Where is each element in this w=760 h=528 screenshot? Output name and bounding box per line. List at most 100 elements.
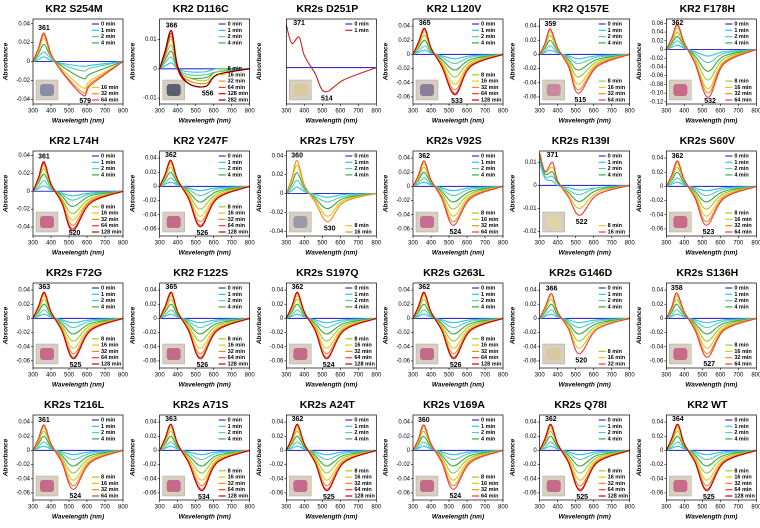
- y-tick-label: -0.04: [143, 476, 157, 482]
- peak-label: 359: [544, 21, 556, 28]
- legend-label: 0 min: [101, 285, 116, 291]
- y-tick-label: 0.02: [398, 434, 410, 440]
- legend-label: 2 min: [481, 298, 496, 304]
- spectrum-line: [666, 23, 757, 99]
- x-tick-label: 800: [625, 241, 636, 247]
- x-tick-label: 500: [64, 109, 75, 115]
- inset-sample: [166, 216, 181, 228]
- y-axis-label: Absorbance: [636, 306, 643, 345]
- legend-label: 1 min: [228, 160, 243, 166]
- x-tick-label: 400: [553, 241, 564, 247]
- trough-label: 527: [703, 361, 715, 368]
- legend-label: 1 min: [101, 424, 116, 430]
- plot-frame: [539, 18, 631, 105]
- legend-label: 16 min: [608, 355, 626, 361]
- x-tick-label: 600: [82, 241, 93, 247]
- y-tick-label: -0.04: [650, 65, 664, 71]
- legend-label: 64 min: [101, 97, 119, 103]
- y-tick-label: 0: [27, 189, 31, 195]
- legend-label: 64 min: [608, 487, 626, 493]
- trough-label: 526: [450, 362, 462, 369]
- legend-label: 32 min: [734, 355, 752, 361]
- x-axis-label: Wavelength (nm): [685, 118, 737, 125]
- y-tick-label: -0.02: [143, 198, 157, 204]
- legend-label: 16 min: [354, 343, 372, 349]
- plot-frame: [539, 414, 631, 501]
- panel-title: KR2s V92S: [426, 135, 481, 147]
- legend-label: 4 min: [608, 304, 623, 310]
- legend-label: 4 min: [354, 304, 369, 310]
- x-tick-label: 400: [426, 241, 437, 247]
- x-tick-label: 500: [571, 109, 582, 115]
- y-tick-label: 0.04: [652, 30, 664, 36]
- x-tick-label: 500: [571, 241, 582, 247]
- y-axis-label: Absorbance: [129, 174, 136, 213]
- plot-frame: [412, 150, 504, 237]
- x-tick-label: 300: [155, 109, 166, 115]
- trough-label: 524: [449, 229, 461, 236]
- plot-frame: [412, 282, 504, 369]
- x-tick-label: 700: [480, 505, 491, 511]
- x-axis-label: Wavelength (nm): [559, 250, 611, 257]
- x-axis-label: Wavelength (nm): [685, 382, 737, 389]
- x-tick-label: 600: [715, 505, 726, 511]
- legend-label: 64 min: [608, 97, 626, 103]
- x-tick-label: 400: [46, 373, 57, 379]
- trough-label: 522: [576, 219, 588, 226]
- y-tick-label: 0: [153, 184, 157, 190]
- y-tick-label: 0: [27, 448, 31, 454]
- legend-label: 0 min: [228, 417, 243, 423]
- panel-title: KR2 Q157E: [552, 3, 609, 15]
- inset-sample: [40, 480, 54, 492]
- y-tick-label: 0.02: [652, 302, 664, 308]
- x-tick-label: 800: [498, 505, 509, 511]
- spectrum-line: [159, 44, 250, 82]
- x-tick-label: 600: [335, 373, 346, 379]
- legend-label: 8 min: [228, 468, 243, 474]
- x-tick-label: 300: [155, 505, 166, 511]
- legend-label: 128 min: [228, 493, 249, 499]
- legend-label: 0 min: [734, 21, 749, 27]
- inset-sample: [40, 348, 54, 360]
- x-tick-label: 300: [535, 109, 546, 115]
- y-tick-label: -0.06: [396, 358, 410, 364]
- x-tick-label: 300: [535, 241, 546, 247]
- legend-label: 16 min: [608, 85, 626, 91]
- peak-label: 358: [671, 285, 683, 292]
- x-tick-label: 600: [335, 109, 346, 115]
- y-tick-label: -0.02: [16, 330, 30, 336]
- inset-sample: [420, 84, 434, 96]
- legend-label: 16 min: [608, 229, 626, 235]
- plot-frame: [32, 18, 124, 105]
- legend-label: 1 min: [608, 160, 623, 166]
- x-tick-label: 700: [353, 109, 364, 115]
- y-tick-label: 0: [27, 59, 31, 65]
- legend-label: 4 min: [354, 436, 369, 442]
- inset-sample: [293, 84, 308, 96]
- y-axis-label: Absorbance: [509, 438, 516, 477]
- inset-sample: [673, 84, 688, 96]
- legend-label: 64 min: [481, 355, 499, 361]
- inset-sample: [546, 348, 561, 360]
- panel-title: KR2 L120V: [427, 3, 482, 15]
- x-axis-label: Wavelength (nm): [432, 118, 484, 125]
- legend-label: 16 min: [481, 343, 499, 349]
- y-tick-label: 0.02: [398, 170, 410, 176]
- legend-label: 64 min: [101, 355, 119, 361]
- legend-label: 4 min: [734, 172, 749, 178]
- y-tick-label: -0.02: [523, 229, 537, 235]
- x-tick-label: 600: [82, 505, 93, 511]
- legend-label: 2 min: [101, 34, 116, 40]
- plot-frame: [159, 18, 251, 105]
- x-axis-label: Wavelength (nm): [179, 382, 231, 389]
- plot-frame: [285, 150, 377, 237]
- x-tick-label: 700: [607, 109, 618, 115]
- peak-label: 360: [418, 417, 430, 424]
- x-tick-label: 400: [46, 109, 57, 115]
- y-tick-label: -0.02: [396, 66, 410, 72]
- x-tick-label: 300: [281, 373, 292, 379]
- legend-label: 64 min: [101, 223, 119, 229]
- legend-label: 8 min: [101, 336, 116, 342]
- trough-label: 532: [704, 98, 716, 105]
- x-tick-label: 300: [28, 109, 39, 115]
